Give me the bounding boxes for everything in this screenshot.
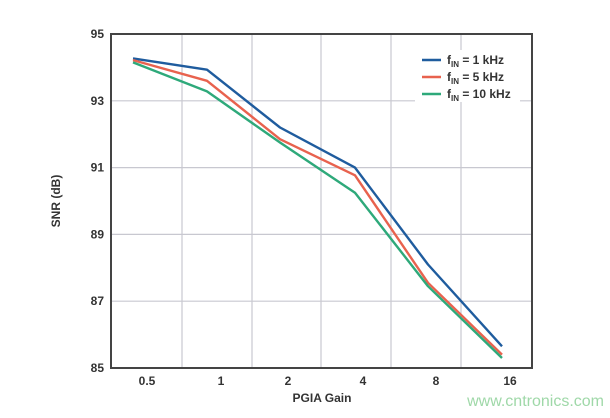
series-line-0 [132, 57, 503, 348]
x-tick-label: 8 [433, 374, 440, 388]
series-line-2 [132, 61, 503, 359]
legend-entry: fIN = 1 kHz [447, 53, 504, 69]
series-lines [132, 57, 503, 359]
plot-frame [110, 33, 533, 369]
legend-entry: fIN = 10 kHz [447, 87, 511, 103]
x-tick-label: 0.5 [139, 374, 156, 388]
y-axis-ticks: 85 87 89 91 93 95 [91, 27, 105, 375]
y-axis-label: SNR (dB) [49, 175, 63, 228]
y-tick-label: 93 [91, 94, 105, 108]
x-tick-label: 1 [218, 374, 225, 388]
y-tick-label: 91 [91, 161, 105, 175]
watermark: www.cntronics.com [466, 393, 604, 410]
y-tick-label: 85 [91, 361, 105, 375]
x-tick-label: 16 [503, 374, 517, 388]
series-line-1 [132, 58, 503, 356]
y-tick-label: 89 [91, 227, 105, 241]
x-axis-label: PGIA Gain [293, 391, 352, 405]
x-tick-label: 2 [285, 374, 292, 388]
x-axis-ticks: 0.5 1 2 4 8 16 [139, 374, 517, 388]
x-tick-label: 4 [360, 374, 367, 388]
y-tick-label: 87 [91, 294, 105, 308]
legend-entry: fIN = 5 kHz [447, 70, 504, 86]
y-tick-label: 95 [91, 27, 105, 41]
